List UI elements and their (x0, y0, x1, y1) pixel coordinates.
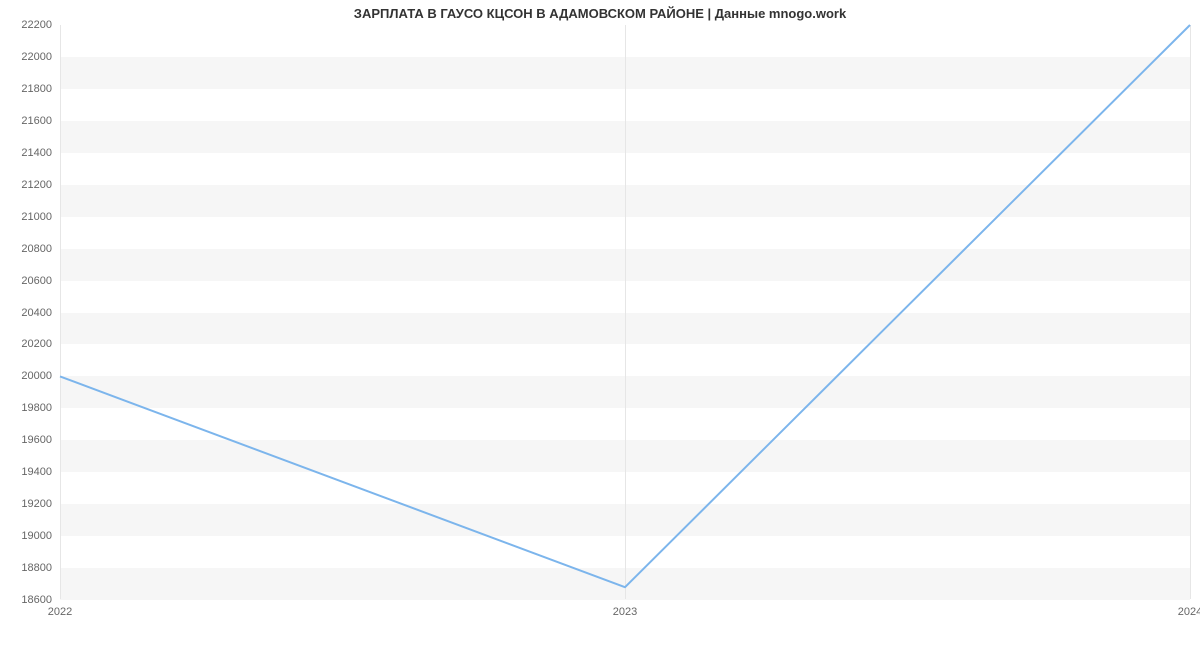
y-tick-label: 18600 (0, 594, 52, 606)
x-tick-label: 2023 (613, 606, 637, 618)
plot-area (60, 25, 1190, 600)
y-tick-label: 21000 (0, 211, 52, 223)
y-tick-label: 18800 (0, 562, 52, 574)
y-tick-label: 20400 (0, 307, 52, 319)
x-tick-label: 2024 (1178, 606, 1200, 618)
salary-chart: ЗАРПЛАТА В ГАУСО КЦСОН В АДАМОВСКОМ РАЙО… (0, 0, 1200, 650)
y-tick-label: 19600 (0, 434, 52, 446)
gridline-vertical (1190, 25, 1191, 599)
y-tick-label: 22000 (0, 51, 52, 63)
y-tick-label: 20000 (0, 370, 52, 382)
y-tick-label: 20200 (0, 338, 52, 350)
y-tick-label: 21800 (0, 83, 52, 95)
y-tick-label: 19400 (0, 466, 52, 478)
y-tick-label: 20800 (0, 243, 52, 255)
y-tick-label: 19000 (0, 530, 52, 542)
x-tick-label: 2022 (48, 606, 72, 618)
chart-title: ЗАРПЛАТА В ГАУСО КЦСОН В АДАМОВСКОМ РАЙО… (0, 6, 1200, 21)
y-tick-label: 22200 (0, 19, 52, 31)
y-tick-label: 21400 (0, 147, 52, 159)
y-tick-label: 21600 (0, 115, 52, 127)
y-tick-label: 21200 (0, 179, 52, 191)
y-tick-label: 20600 (0, 275, 52, 287)
series-line (60, 25, 1190, 600)
y-tick-label: 19800 (0, 402, 52, 414)
y-tick-label: 19200 (0, 498, 52, 510)
